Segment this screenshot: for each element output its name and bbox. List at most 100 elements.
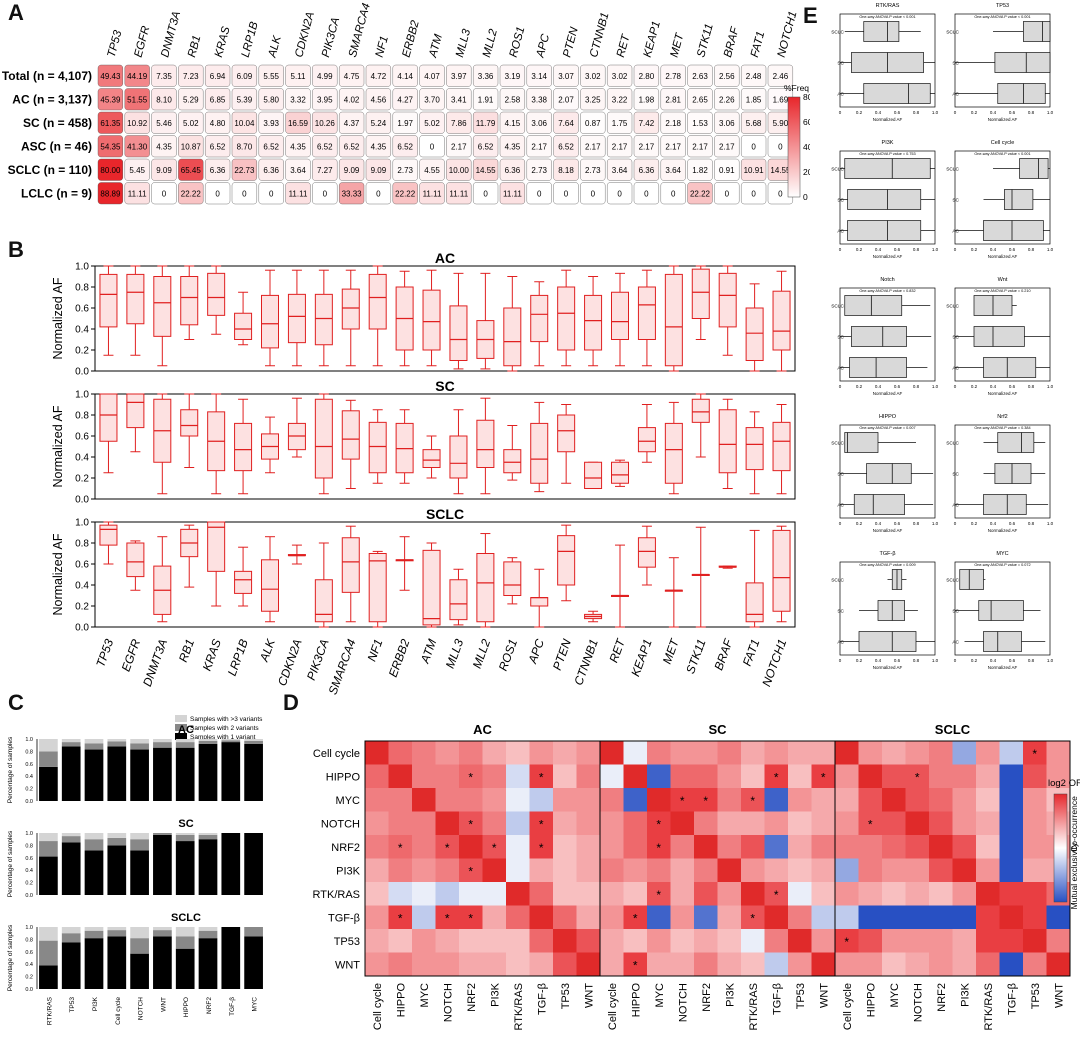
cell-value: 0 <box>323 189 328 198</box>
cell-value: 0 <box>725 189 730 198</box>
heatmap-cell <box>231 88 257 111</box>
cooccurrence-cell <box>976 882 1000 906</box>
group-label: SC <box>952 61 959 67</box>
pathway-row-label: PI3K <box>336 865 361 877</box>
cell-value: 5.29 <box>183 95 199 104</box>
cell-value: 6.52 <box>344 142 360 151</box>
heatmap-cell <box>312 88 338 111</box>
box-iqr <box>745 582 764 623</box>
category-axis-label: Cell cycle <box>115 997 122 1025</box>
cell-value: 3.95 <box>317 95 333 104</box>
cooccurrence-cell <box>764 741 788 765</box>
cooccurrence-cell <box>929 741 953 765</box>
heatmap-cell <box>499 111 525 134</box>
heatmap-cell <box>365 88 391 111</box>
box-iqr <box>691 398 710 423</box>
box-iqr <box>153 276 172 337</box>
cooccurrence-cell <box>482 952 506 976</box>
cooccurrence-cell <box>365 764 389 788</box>
box-iqr <box>476 419 495 468</box>
cooccurrence-cell <box>694 811 718 835</box>
cooccurrence-cell <box>929 929 953 953</box>
cooccurrence-cell <box>1046 741 1070 765</box>
pathway-title: RTK/RAS <box>876 3 900 9</box>
cooccurrence-cell <box>576 741 600 765</box>
heatmap-cell <box>526 135 552 158</box>
heatmap-cell <box>204 64 231 87</box>
cooccurrence-cell <box>788 788 812 812</box>
box-iqr <box>341 288 360 330</box>
pathway-title: TP53 <box>996 3 1009 9</box>
subplot-title: AC <box>178 724 194 736</box>
heatmap-cell <box>231 111 257 134</box>
heatmap-cell <box>687 182 713 205</box>
cooccurrence-cell <box>1023 788 1047 812</box>
heatmap-cell <box>607 135 633 158</box>
subplot-title: SCLC <box>426 506 464 522</box>
cooccurrence-cell <box>952 952 976 976</box>
x-tick-label: 0 <box>954 521 957 526</box>
cooccurrence-cell <box>999 741 1023 765</box>
heatmap-cell <box>633 111 659 134</box>
heatmap-cell <box>526 88 552 111</box>
box-iqr <box>772 421 791 472</box>
cohort-row-label: Total (n = 4,107) <box>2 69 92 83</box>
bar-two-variants <box>84 930 104 939</box>
bar-one-variant <box>153 747 172 801</box>
heatmap-cell <box>285 182 311 205</box>
significance-star: * <box>680 794 685 808</box>
cell-value: 11.79 <box>476 119 496 128</box>
bar-one-variant <box>61 746 81 801</box>
gene-axis-label: NOTCH1 <box>759 637 789 688</box>
cooccurrence-cell <box>976 788 1000 812</box>
cooccurrence-cell <box>976 811 1000 835</box>
cooccurrence-cell <box>976 929 1000 953</box>
cell-value: 1.91 <box>478 95 494 104</box>
heatmap-cell <box>499 182 525 205</box>
gene-column-label: NOTCH1 <box>776 10 800 59</box>
cooccurrence-cell <box>365 952 389 976</box>
cooccurrence-cell <box>670 882 694 906</box>
cooccurrence-cell <box>858 929 882 953</box>
cooccurrence-cell <box>976 741 1000 765</box>
cooccurrence-cell <box>976 835 1000 859</box>
cooccurrence-cell <box>435 835 459 859</box>
cell-value: 6.52 <box>478 142 494 151</box>
cooccurrence-cell <box>459 764 483 788</box>
bar-three-plus-variants <box>244 739 263 741</box>
heatmap-cell <box>499 135 525 158</box>
category-axis-label: TGF-β <box>229 997 236 1016</box>
bar-two-variants <box>175 834 195 842</box>
gene-column-label: ROS1 <box>508 25 528 58</box>
cell-value: 3.93 <box>263 119 279 128</box>
box-iqr <box>341 410 360 460</box>
cell-value: 2.17 <box>531 142 547 151</box>
bar-three-plus-variants <box>39 833 58 842</box>
cell-value: 22.22 <box>690 189 711 198</box>
cooccurrence-cell <box>999 952 1023 976</box>
cell-value: 4.02 <box>344 95 360 104</box>
gene-axis-label: TP53 <box>93 637 116 669</box>
gene-axis-label: KEAP1 <box>628 637 654 678</box>
cooccurrence-cell <box>741 811 765 835</box>
x-tick-label: 0.8 <box>913 658 920 663</box>
cooccurrence-cell <box>365 835 389 859</box>
cell-value: 5.39 <box>237 95 253 104</box>
cooccurrence-cell <box>905 835 929 859</box>
gene-axis-label: BRAF <box>711 637 735 672</box>
cooccurrence-cell <box>1023 905 1047 929</box>
box-iqr <box>341 537 360 593</box>
box-iqr <box>422 289 441 351</box>
group-label: SCLC <box>946 441 959 447</box>
pathway-row-label: TGF-β <box>328 912 360 924</box>
cooccurrence-cell <box>435 858 459 882</box>
heatmap-cell <box>97 135 123 158</box>
cooccurrence-cell <box>905 788 929 812</box>
x-tick-label: 0.2 <box>856 521 863 526</box>
cooccurrence-cell <box>858 741 882 765</box>
pathway-column-label: NOTCH <box>442 983 454 1022</box>
cooccurrence-cell <box>623 811 647 835</box>
cooccurrence-cell <box>576 952 600 976</box>
y-tick-label: 0.4 <box>75 453 89 464</box>
cooccurrence-cell <box>482 788 506 812</box>
